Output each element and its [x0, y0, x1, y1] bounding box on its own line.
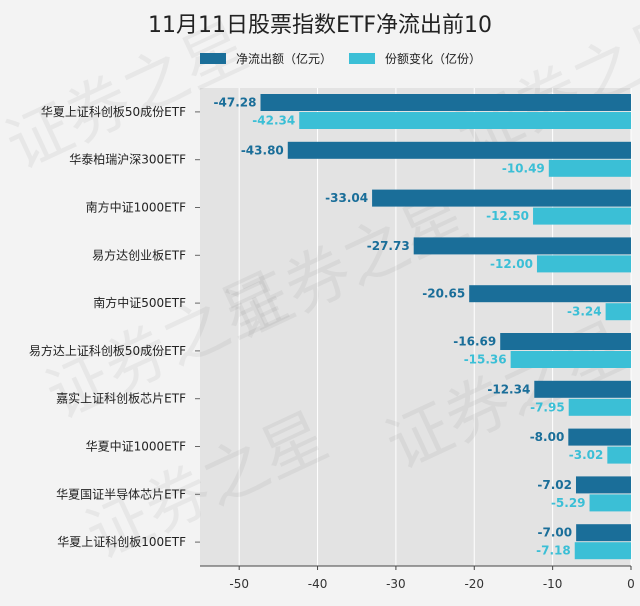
category-label: 华夏中证1000ETF — [86, 439, 186, 454]
category-label: 南方中证500ETF — [93, 295, 186, 310]
net-outflow-bar — [575, 476, 631, 494]
data-label: -8.00 — [530, 430, 565, 444]
data-label: -7.00 — [538, 526, 573, 540]
chart-title: 11月11日股票指数ETF净流出前10 — [148, 13, 492, 38]
share-change-bar — [548, 159, 631, 177]
share-change-bar — [607, 446, 631, 464]
data-label: -43.80 — [241, 143, 284, 157]
share-change-bar — [510, 351, 631, 368]
data-label: -12.00 — [490, 257, 533, 271]
share-change-bar — [568, 398, 631, 416]
data-label: -47.28 — [214, 96, 257, 110]
net-outflow-bar — [413, 237, 631, 255]
category-label: 嘉实上证科创板芯片ETF — [56, 391, 186, 406]
data-label: -3.24 — [567, 305, 602, 319]
data-label: -33.04 — [325, 191, 368, 205]
data-label: -12.50 — [486, 209, 529, 223]
category-label: 易方达上证科创板50成份ETF — [29, 343, 186, 358]
share-change-bar — [605, 303, 631, 321]
net-outflow-bar — [287, 141, 631, 159]
data-label: -15.36 — [464, 353, 507, 367]
category-label: 华夏上证科创板50成份ETF — [41, 105, 186, 119]
share-change-bar — [299, 112, 631, 129]
data-label: -16.69 — [453, 335, 496, 349]
net-outflow-bar — [568, 428, 631, 446]
data-label: -7.18 — [536, 544, 571, 558]
share-change-bar — [536, 255, 631, 273]
x-tick-label: -20 — [464, 577, 484, 591]
x-tick-label: -10 — [543, 577, 563, 591]
share-change-bar — [533, 207, 631, 225]
data-label: -20.65 — [422, 287, 465, 301]
x-tick-label: -50 — [229, 577, 249, 591]
net-outflow-bar — [469, 285, 631, 303]
net-outflow-bar — [260, 94, 631, 111]
data-label: -10.49 — [502, 161, 545, 175]
share-change-bar — [589, 494, 631, 512]
category-label: 华泰柏瑞沪深300ETF — [69, 152, 186, 167]
legend-label: 净流出额（亿元） — [236, 51, 332, 66]
category-label: 易方达创业板ETF — [92, 247, 186, 262]
category-label: 南方中证1000ETF — [86, 200, 186, 215]
category-label: 华夏国证半导体芯片ETF — [56, 487, 186, 501]
x-tick-label: 0 — [627, 577, 635, 591]
data-label: -7.95 — [530, 400, 565, 414]
category-label: 华夏上证科创板100ETF — [57, 535, 186, 549]
share-change-bar — [574, 542, 631, 560]
data-label: -12.34 — [487, 382, 530, 396]
data-label: -7.02 — [537, 478, 572, 492]
net-outflow-bar — [500, 333, 631, 350]
legend-label: 份额变化（亿份） — [385, 51, 481, 66]
x-tick-label: -40 — [308, 577, 328, 591]
net-outflow-bar — [534, 380, 631, 398]
data-label: -27.73 — [367, 239, 410, 253]
net-outflow-bar — [372, 189, 631, 207]
x-tick-label: -30 — [386, 577, 406, 591]
legend-swatch — [200, 53, 226, 64]
data-label: -42.34 — [252, 114, 295, 128]
data-label: -5.29 — [551, 496, 586, 510]
data-label: -3.02 — [569, 448, 604, 462]
legend-swatch — [349, 53, 375, 64]
net-outflow-bar — [576, 524, 631, 542]
